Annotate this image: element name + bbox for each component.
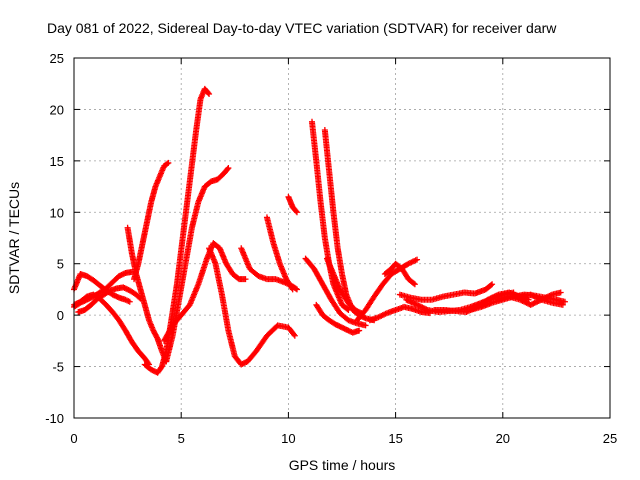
data-series-arc-8 [163, 165, 232, 365]
data-series-arc-10 [206, 245, 298, 368]
x-tick-label: 25 [603, 431, 617, 446]
data-point [206, 91, 213, 97]
data-point [489, 281, 496, 288]
x-axis-label: GPS time / hours [289, 457, 396, 473]
axis-ticks: 0 5 10 15 20 25 -10 -5 0 5 10 15 20 25 [45, 51, 617, 446]
data-series-arc-15 [321, 127, 365, 317]
y-axis-label: SDTVAR / TECUs [6, 182, 22, 294]
data-point [242, 276, 249, 283]
data-point [561, 298, 568, 305]
data-point [290, 331, 297, 338]
data-series-arc-13 [285, 193, 300, 216]
data-series-arc-16 [302, 255, 369, 329]
grid-lines [74, 58, 610, 418]
chart-title: Day 081 of 2022, Sidereal Day-to-day VTE… [47, 20, 557, 36]
y-tick-label: -10 [45, 411, 64, 426]
data-series-arc-4 [75, 284, 144, 316]
data-point [288, 285, 295, 292]
plot-frame [73, 57, 611, 419]
data-point [291, 332, 298, 339]
data-series-arc-9 [161, 240, 249, 344]
data-series-arc-18 [323, 255, 378, 324]
y-tick-label: 5 [57, 257, 64, 272]
data-series-arc-14 [308, 118, 352, 313]
y-tick-label: 25 [50, 51, 64, 66]
data-point [410, 280, 417, 287]
data-series-arc-6 [131, 159, 172, 283]
y-tick-label: 0 [57, 308, 64, 323]
data-point [126, 298, 133, 305]
y-tick-label: 20 [50, 102, 64, 117]
data-series-arc-3 [71, 268, 135, 310]
data-point [205, 89, 212, 96]
data-series-arc-12 [263, 214, 296, 293]
data-point [356, 327, 363, 334]
x-tick-label: 0 [70, 431, 77, 446]
data-points [71, 85, 568, 376]
y-tick-label: -5 [52, 360, 64, 375]
y-tick-label: 15 [50, 154, 64, 169]
y-tick-label: 10 [50, 205, 64, 220]
data-point [414, 256, 421, 263]
data-point [164, 160, 171, 167]
x-tick-label: 15 [388, 431, 402, 446]
data-point [557, 289, 564, 296]
data-series-arc-17 [313, 301, 363, 336]
data-point [293, 208, 300, 215]
x-tick-label: 20 [496, 431, 510, 446]
data-point [488, 282, 495, 289]
data-point [224, 166, 231, 173]
x-tick-label: 10 [281, 431, 295, 446]
data-point [293, 209, 300, 216]
data-point [165, 159, 172, 166]
data-series-arc-7 [141, 85, 213, 376]
data-point [362, 322, 369, 329]
data-series-arc-20 [381, 260, 418, 288]
x-tick-label: 5 [178, 431, 185, 446]
data-point [411, 281, 418, 288]
data-series-arc-22 [396, 281, 496, 303]
data-point [225, 165, 232, 172]
data-point [559, 301, 566, 308]
data-point [289, 286, 296, 293]
data-series-arc-27 [516, 291, 566, 308]
